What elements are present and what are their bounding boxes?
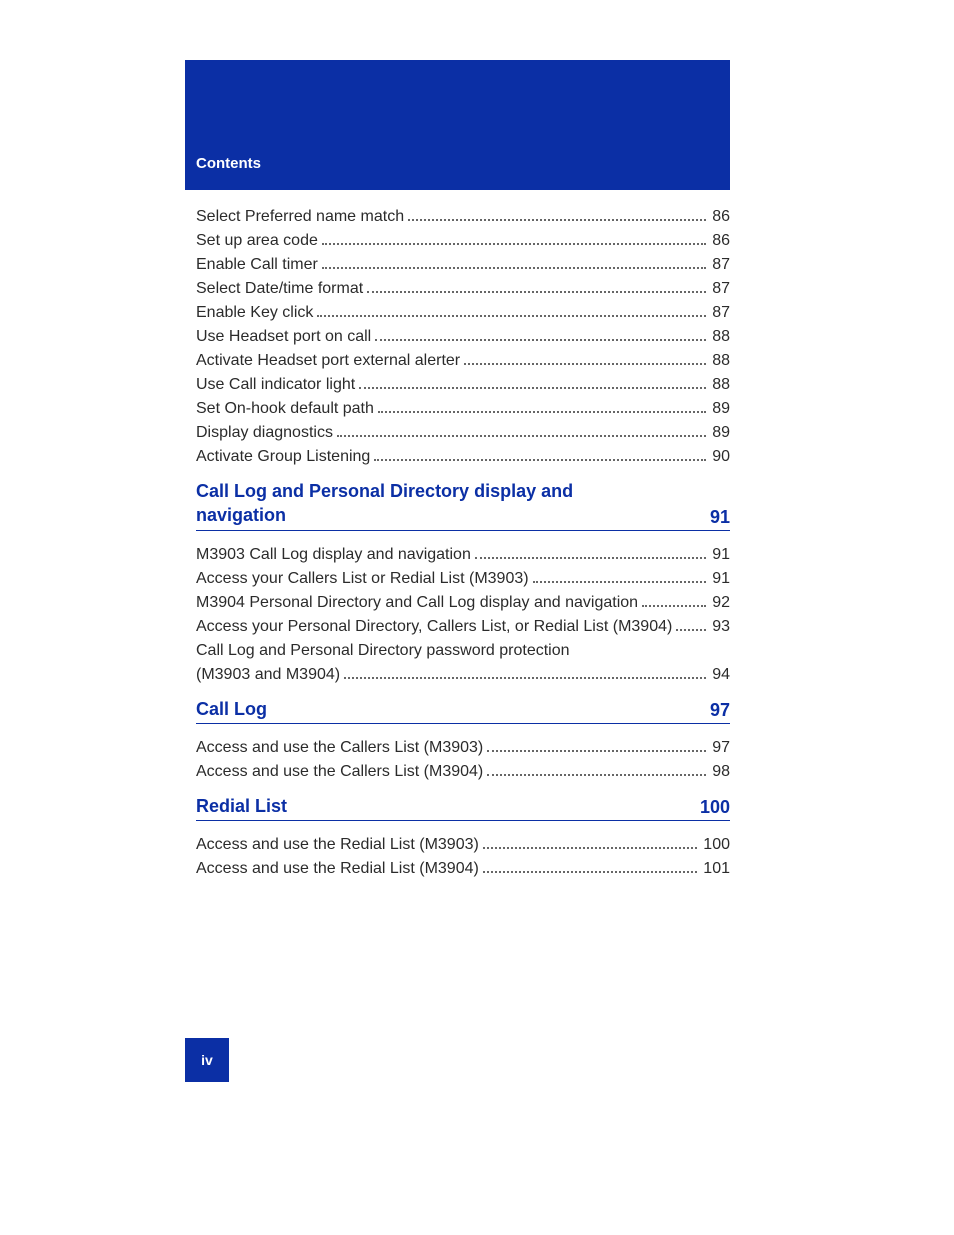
toc-entry[interactable]: Use Headset port on call 88 <box>196 325 730 349</box>
toc-label: Access your Callers List or Redial List … <box>196 567 529 591</box>
toc-entry[interactable]: Access your Callers List or Redial List … <box>196 567 730 591</box>
toc-entry[interactable]: Activate Headset port external alerter 88 <box>196 349 730 373</box>
toc-leader-dots <box>337 435 706 437</box>
toc-label: Access and use the Redial List (M3903) <box>196 833 479 857</box>
toc-leader-dots <box>322 243 706 245</box>
toc-page-number: 100 <box>703 833 730 857</box>
toc-leader-dots <box>464 363 706 365</box>
toc-page-number: 94 <box>712 663 730 687</box>
toc-page-number: 89 <box>712 421 730 445</box>
section-page: 97 <box>710 700 730 721</box>
section-page: 100 <box>700 797 730 818</box>
toc-label: M3903 Call Log display and navigation <box>196 543 471 567</box>
toc-leader-dots <box>487 774 706 776</box>
toc-page-number: 87 <box>712 253 730 277</box>
toc-leader-dots <box>367 291 706 293</box>
toc-page-number: 86 <box>712 205 730 229</box>
header-bar <box>185 60 730 190</box>
toc-entry[interactable]: Set up area code 86 <box>196 229 730 253</box>
toc-entry[interactable]: Access and use the Callers List (M3903) 9… <box>196 736 730 760</box>
page-root: Contents Select Preferred name match86Se… <box>0 0 954 1235</box>
toc-page-number: 98 <box>712 760 730 784</box>
toc-entry[interactable]: Enable Key click 87 <box>196 301 730 325</box>
toc-page-number: 93 <box>712 615 730 639</box>
toc-label: Set On-hook default path <box>196 397 374 421</box>
toc-label: Display diagnostics <box>196 421 333 445</box>
toc-label: Use Call indicator light <box>196 373 355 397</box>
toc-page-number: 97 <box>712 736 730 760</box>
toc-label: (M3903 and M3904) <box>196 663 340 687</box>
toc-label: Enable Call timer <box>196 253 318 277</box>
toc-leader-dots <box>374 459 706 461</box>
toc-entry[interactable]: Display diagnostics 89 <box>196 421 730 445</box>
toc-entry[interactable]: M3904 Personal Directory and Call Log di… <box>196 591 730 615</box>
toc-entry[interactable]: Use Call indicator light 88 <box>196 373 730 397</box>
toc-leader-dots <box>483 871 697 873</box>
page-number-box: iv <box>185 1038 229 1082</box>
toc-label: M3904 Personal Directory and Call Log di… <box>196 591 638 615</box>
toc-entry[interactable]: Select Preferred name match 86 <box>196 205 730 229</box>
toc-page-number: 90 <box>712 445 730 469</box>
section-title: Call Log and Personal Directory display … <box>196 479 626 528</box>
toc-label: Access your Personal Directory, Callers … <box>196 615 672 639</box>
toc-leader-dots <box>676 629 706 631</box>
toc-label: Access and use the Callers List (M3903) <box>196 736 483 760</box>
toc-label: Use Headset port on call <box>196 325 371 349</box>
toc-content: Select Preferred name match86Set up area… <box>196 205 730 881</box>
page-number: iv <box>201 1052 213 1068</box>
toc-page-number: 87 <box>712 301 730 325</box>
toc-leader-dots <box>483 847 697 849</box>
toc-leader-dots <box>322 267 706 269</box>
toc-page-number: 101 <box>703 857 730 881</box>
toc-page-number: 86 <box>712 229 730 253</box>
toc-label: Select Preferred name match <box>196 205 404 229</box>
section-page: 91 <box>710 507 730 528</box>
section-title: Call Log <box>196 697 267 721</box>
section-title: Redial List <box>196 794 287 818</box>
toc-leader-dots <box>533 581 707 583</box>
toc-label: Enable Key click <box>196 301 313 325</box>
toc-leader-dots <box>344 677 706 679</box>
toc-entry[interactable]: Call Log and Personal Directory password… <box>196 639 730 687</box>
toc-entry[interactable]: Access and use the Redial List (M3903) 10… <box>196 833 730 857</box>
toc-label: Activate Headset port external alerter <box>196 349 460 373</box>
toc-leader-dots <box>408 219 706 221</box>
toc-entry[interactable]: Access and use the Redial List (M3904) 10… <box>196 857 730 881</box>
toc-leader-dots <box>375 339 706 341</box>
toc-entry[interactable]: M3903 Call Log display and navigation 91 <box>196 543 730 567</box>
toc-label: Select Date/time format <box>196 277 363 301</box>
toc-leader-dots <box>475 557 706 559</box>
toc-page-number: 89 <box>712 397 730 421</box>
toc-page-number: 88 <box>712 325 730 349</box>
toc-page-number: 92 <box>712 591 730 615</box>
toc-leader-dots <box>487 750 706 752</box>
toc-entry[interactable]: Select Date/time format 87 <box>196 277 730 301</box>
toc-page-number: 88 <box>712 349 730 373</box>
toc-label: Access and use the Redial List (M3904) <box>196 857 479 881</box>
section-heading[interactable]: Redial List 100 <box>196 794 730 821</box>
section-heading[interactable]: Call Log and Personal Directory display … <box>196 479 730 531</box>
toc-page-number: 91 <box>712 567 730 591</box>
toc-page-number: 91 <box>712 543 730 567</box>
toc-entry[interactable]: Activate Group Listening 90 <box>196 445 730 469</box>
toc-leader-dots <box>642 605 706 607</box>
toc-label: Call Log and Personal Directory password… <box>196 639 570 663</box>
toc-leader-dots <box>317 315 706 317</box>
toc-entry[interactable]: Access your Personal Directory, Callers … <box>196 615 730 639</box>
toc-label: Set up area code <box>196 229 318 253</box>
toc-entry[interactable]: Enable Call timer 87 <box>196 253 730 277</box>
toc-leader-dots <box>359 387 706 389</box>
toc-page-number: 87 <box>712 277 730 301</box>
toc-label: Activate Group Listening <box>196 445 370 469</box>
toc-page-number: 88 <box>712 373 730 397</box>
toc-label: Access and use the Callers List (M3904) <box>196 760 483 784</box>
toc-leader-dots <box>378 411 706 413</box>
section-heading[interactable]: Call Log 97 <box>196 697 730 724</box>
toc-entry[interactable]: Set On-hook default path 89 <box>196 397 730 421</box>
toc-entry[interactable]: Access and use the Callers List (M3904) 9… <box>196 760 730 784</box>
contents-header: Contents <box>196 155 261 172</box>
